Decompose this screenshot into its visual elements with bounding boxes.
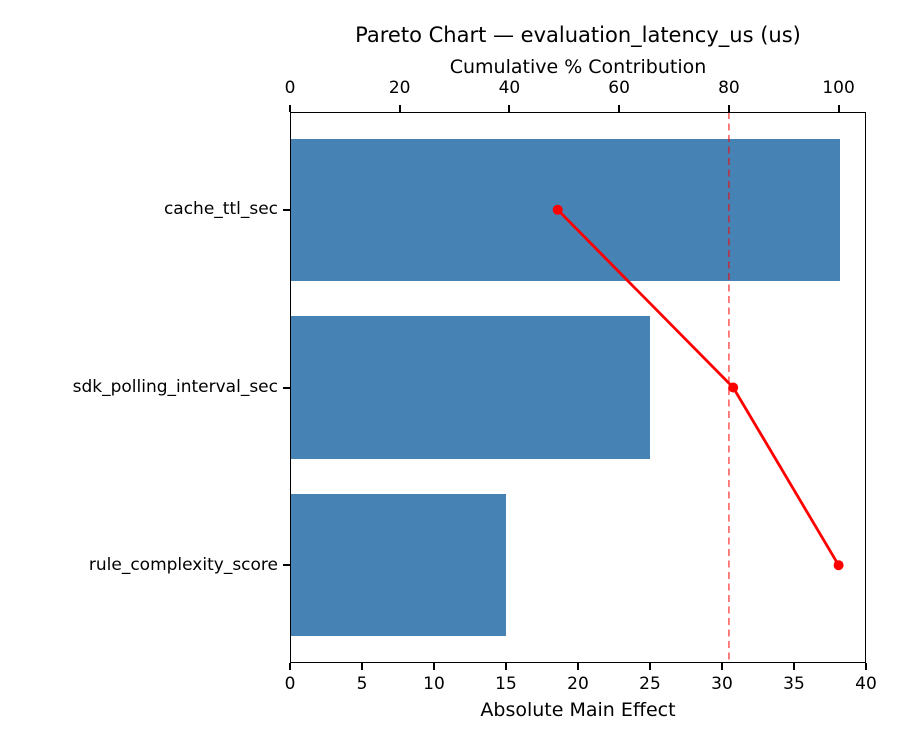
y-tick-label: sdk_polling_interval_sec: [72, 377, 278, 397]
top-axis-tick-label: 40: [498, 78, 521, 98]
bottom-axis-tick-label: 35: [783, 674, 805, 694]
bottom-axis-tick: [793, 663, 795, 670]
y-tick: [283, 386, 290, 389]
cumulative-line-overlay: [552, 112, 844, 663]
bar-rule_complexity_score: [290, 494, 506, 637]
cumulative-point: [552, 204, 563, 215]
bottom-axis-tick-label: 20: [567, 674, 589, 694]
top-axis-tick-label: 20: [388, 78, 411, 98]
cumulative-line: [556, 208, 840, 566]
bottom-axis-tick: [433, 663, 435, 670]
bar-cache_ttl_sec: [290, 138, 841, 281]
bottom-axis-tick-label: 15: [495, 674, 517, 694]
bottom-axis-tick: [361, 663, 363, 670]
top-axis-label: Cumulative % Contribution: [449, 56, 707, 78]
bottom-axis-tick-label: 25: [639, 674, 661, 694]
chart-title: Pareto Chart — evaluation_latency_us (us…: [355, 23, 801, 47]
y-tick-label: cache_ttl_sec: [163, 199, 278, 220]
bottom-axis-tick: [721, 663, 723, 670]
bottom-axis-tick: [505, 663, 507, 670]
bottom-axis-tick-label: 0: [284, 674, 296, 694]
top-axis-tick: [508, 105, 511, 112]
bottom-axis-tick: [289, 663, 291, 670]
cumulative-point: [833, 560, 844, 571]
bottom-axis-label: Absolute Main Effect: [480, 699, 676, 721]
bottom-axis-tick-label: 40: [855, 674, 877, 694]
plot-area: [290, 112, 866, 663]
top-axis-tick: [727, 105, 730, 112]
top-axis-tick: [289, 105, 291, 112]
bar-sdk_polling_interval_sec: [290, 316, 650, 459]
top-axis-tick: [398, 105, 401, 112]
top-axis-tick-label: 80: [718, 78, 740, 98]
y-tick-label: rule_complexity_score: [88, 554, 278, 575]
top-axis-tick-label: 60: [608, 78, 630, 98]
bottom-axis-tick-label: 5: [356, 674, 368, 694]
y-tick: [283, 208, 290, 211]
top-axis-tick-label: 0: [284, 78, 296, 98]
cumulative-point: [728, 382, 739, 393]
bottom-axis-tick-label: 30: [711, 674, 733, 694]
bottom-axis-tick: [865, 663, 867, 670]
bottom-axis-tick: [649, 663, 651, 670]
bottom-axis-tick-label: 10: [423, 674, 445, 694]
top-axis-tick: [618, 105, 621, 112]
top-axis-tick: [837, 105, 840, 112]
y-tick: [283, 564, 290, 567]
top-axis-tick-label: 100: [822, 78, 855, 98]
bottom-axis-tick: [577, 663, 579, 670]
